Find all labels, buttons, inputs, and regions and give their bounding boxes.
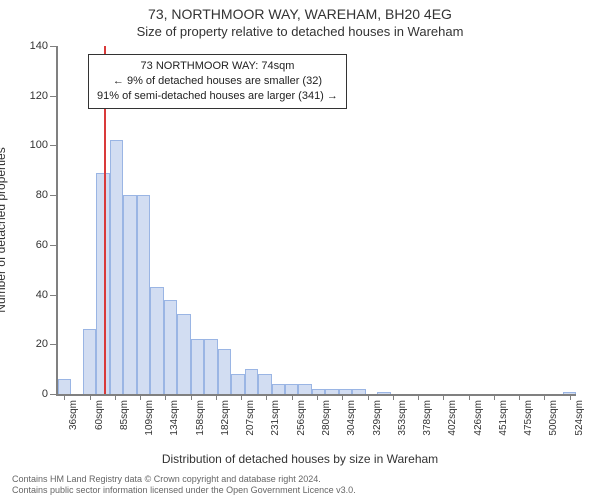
x-tick	[418, 394, 419, 400]
y-tick	[50, 394, 58, 395]
x-tick-label: 85sqm	[119, 400, 130, 430]
x-tick-label: 304sqm	[346, 400, 357, 436]
footer-line: Contains HM Land Registry data © Crown c…	[12, 474, 588, 485]
histogram-bar	[58, 379, 71, 394]
y-tick-label: 0	[42, 388, 48, 400]
x-tick	[342, 394, 343, 400]
x-tick	[469, 394, 470, 400]
histogram-bar	[245, 369, 258, 394]
infobox-line: 91% of semi-detached houses are larger (…	[97, 89, 338, 104]
y-tick-label: 40	[36, 289, 48, 301]
x-tick-label: 451sqm	[498, 400, 509, 436]
histogram-bar	[285, 384, 298, 394]
histogram-bar	[150, 287, 163, 394]
histogram-bar	[137, 195, 150, 394]
x-tick	[266, 394, 267, 400]
histogram-bar	[164, 300, 177, 394]
histogram-bar	[204, 339, 217, 394]
x-tick-label: 280sqm	[321, 400, 332, 436]
y-tick	[50, 195, 58, 196]
y-tick	[50, 245, 58, 246]
y-tick-label: 100	[30, 139, 48, 151]
x-tick	[90, 394, 91, 400]
footer-attribution: Contains HM Land Registry data © Crown c…	[12, 474, 588, 497]
x-tick-label: 207sqm	[245, 400, 256, 436]
histogram-bar	[218, 349, 231, 394]
histogram-bar	[83, 329, 96, 394]
histogram-bar	[298, 384, 311, 394]
x-tick-label: 500sqm	[548, 400, 559, 436]
x-tick-label: 378sqm	[422, 400, 433, 436]
histogram-bar	[352, 389, 365, 394]
histogram-bar	[272, 384, 285, 394]
histogram-bar	[312, 389, 325, 394]
x-tick	[292, 394, 293, 400]
x-tick-label: 158sqm	[195, 400, 206, 436]
info-annotation-box: 73 NORTHMOOR WAY: 74sqm ← 9% of detached…	[88, 54, 347, 109]
x-tick-label: 109sqm	[144, 400, 155, 436]
y-tick	[50, 145, 58, 146]
infobox-line: 73 NORTHMOOR WAY: 74sqm	[97, 59, 338, 74]
x-tick	[443, 394, 444, 400]
x-tick	[115, 394, 116, 400]
x-tick	[570, 394, 571, 400]
chart-container: 73, NORTHMOOR WAY, WAREHAM, BH20 4EG Siz…	[0, 0, 600, 500]
footer-line: Contains public sector information licen…	[12, 485, 588, 496]
y-axis-label: Number of detached properties	[0, 65, 14, 230]
histogram-bar	[191, 339, 204, 394]
x-tick-label: 182sqm	[220, 400, 231, 436]
x-axis-label: Distribution of detached houses by size …	[0, 452, 600, 466]
x-tick-label: 353sqm	[397, 400, 408, 436]
x-tick-label: 329sqm	[372, 400, 383, 436]
x-tick-label: 475sqm	[523, 400, 534, 436]
histogram-bar	[339, 389, 352, 394]
x-tick	[191, 394, 192, 400]
histogram-chart: 73 NORTHMOOR WAY: 74sqm ← 9% of detached…	[56, 46, 576, 396]
y-tick	[50, 46, 58, 47]
histogram-bar	[377, 392, 390, 394]
y-tick-label: 120	[30, 90, 48, 102]
histogram-bar	[325, 389, 338, 394]
x-tick	[317, 394, 318, 400]
x-tick-label: 36sqm	[68, 400, 79, 430]
x-tick-label: 231sqm	[270, 400, 281, 436]
infobox-line: ← 9% of detached houses are smaller (32)	[97, 74, 338, 89]
chart-subtitle: Size of property relative to detached ho…	[0, 24, 600, 39]
x-tick	[494, 394, 495, 400]
x-tick	[241, 394, 242, 400]
y-tick-label: 80	[36, 189, 48, 201]
x-tick-label: 60sqm	[94, 400, 105, 430]
x-tick-label: 134sqm	[169, 400, 180, 436]
histogram-bar	[231, 374, 244, 394]
x-tick	[368, 394, 369, 400]
x-tick	[140, 394, 141, 400]
y-tick	[50, 96, 58, 97]
x-tick-label: 402sqm	[447, 400, 458, 436]
histogram-bar	[123, 195, 136, 394]
x-tick-label: 256sqm	[296, 400, 307, 436]
x-tick	[165, 394, 166, 400]
y-tick	[50, 344, 58, 345]
x-tick-label: 426sqm	[473, 400, 484, 436]
x-tick	[519, 394, 520, 400]
y-tick-label: 20	[36, 338, 48, 350]
x-tick-label: 524sqm	[574, 400, 585, 436]
x-tick	[393, 394, 394, 400]
x-tick	[216, 394, 217, 400]
page-title: 73, NORTHMOOR WAY, WAREHAM, BH20 4EG	[0, 6, 600, 22]
y-tick-label: 140	[30, 40, 48, 52]
x-tick	[64, 394, 65, 400]
y-tick-label: 60	[36, 239, 48, 251]
x-tick	[544, 394, 545, 400]
y-tick	[50, 295, 58, 296]
histogram-bar	[110, 140, 123, 394]
histogram-bar	[177, 314, 190, 394]
histogram-bar	[258, 374, 271, 394]
